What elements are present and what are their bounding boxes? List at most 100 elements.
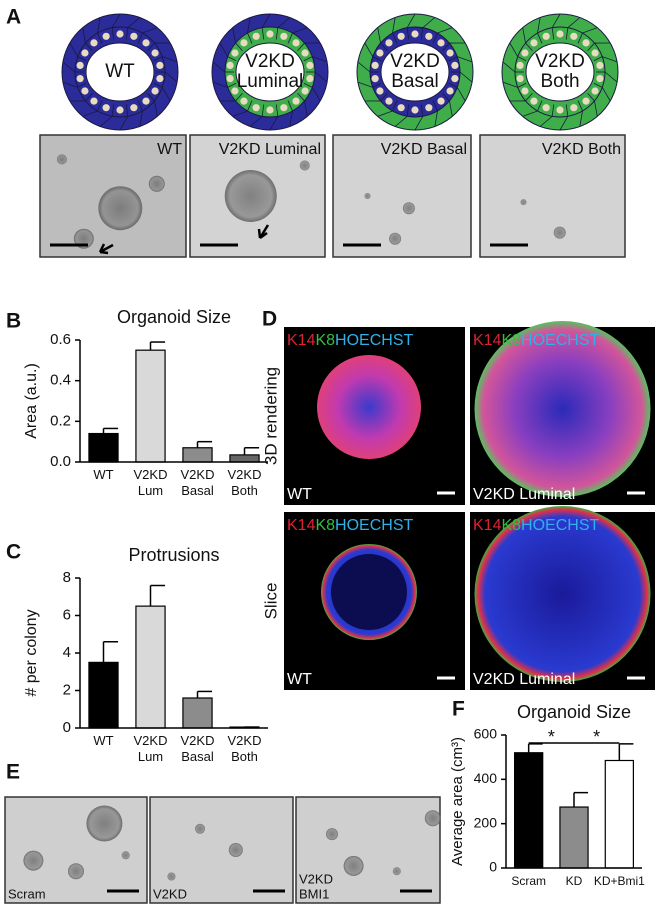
panel-letter: E: [6, 761, 20, 784]
cell-border: [537, 100, 543, 112]
cell-border: [380, 92, 388, 102]
image-label: V2KD: [299, 871, 333, 886]
chart-title: Organoid Size: [117, 307, 231, 327]
cell-border: [579, 110, 583, 127]
stain-label: K14K8HOECHST: [473, 517, 600, 534]
cell-border: [602, 56, 618, 63]
cell-border: [219, 42, 229, 57]
cell-border: [434, 110, 438, 127]
cell-border: [422, 17, 436, 28]
y-axis-label: # per colony: [23, 609, 40, 696]
x-tick-label: Scram: [511, 874, 546, 888]
cell-border: [567, 17, 581, 28]
nucleus: [156, 61, 164, 70]
y-tick-label: 200: [474, 814, 498, 830]
cell-border: [247, 17, 251, 34]
nucleus: [570, 32, 578, 40]
nucleus: [90, 39, 98, 47]
stain-name: HOECHST: [335, 332, 413, 349]
image-label: V2KD Both: [542, 141, 621, 158]
cell-border: [502, 81, 518, 88]
organoid: [474, 506, 651, 682]
organoid: [68, 863, 84, 880]
bar: [135, 349, 166, 463]
nucleus: [556, 30, 564, 38]
diagram-label: V2KD: [390, 51, 440, 72]
nucleus: [81, 87, 89, 95]
cell-border: [380, 42, 388, 52]
bar: [182, 697, 213, 729]
cell-border: [297, 42, 305, 52]
stain-label: K14K8HOECHST: [473, 332, 600, 349]
cell-border: [162, 56, 178, 63]
nucleus: [437, 97, 445, 105]
cell-border: [227, 56, 237, 62]
cell-border: [593, 82, 603, 88]
cell-border: [247, 32, 253, 44]
stain-name: K8: [315, 517, 335, 534]
cell-border: [457, 56, 473, 63]
cell-border: [420, 27, 424, 40]
cell-border: [517, 82, 527, 88]
cell-border: [559, 116, 569, 131]
nucleus: [102, 104, 110, 112]
cell-border: [594, 100, 598, 117]
stain-name: K8: [315, 332, 335, 349]
bar: [559, 806, 589, 869]
significance-mark: *: [548, 727, 555, 747]
cell-border: [312, 56, 328, 63]
y-tick-label: 6: [63, 606, 71, 623]
x-tick-label: WT: [93, 467, 113, 482]
x-tick-label: V2KD Both: [228, 467, 262, 498]
cell-border: [147, 92, 155, 102]
cell-border: [125, 104, 129, 117]
cell-border: [297, 92, 305, 102]
cell-border: [525, 42, 533, 52]
cell-border: [154, 100, 158, 117]
diagram-label: Luminal: [237, 71, 304, 92]
stain-name: K14: [287, 332, 316, 349]
cell-border: [357, 61, 371, 73]
cell-border: [406, 104, 410, 117]
nucleus: [301, 49, 309, 57]
lumen: [85, 42, 155, 102]
nucleus: [130, 32, 138, 40]
y-tick-label: 0: [63, 719, 71, 736]
cell-border: [111, 13, 121, 28]
nucleus: [570, 104, 578, 112]
cell-border: [82, 27, 86, 44]
lumen: [331, 554, 407, 630]
cell-border: [275, 27, 279, 40]
cell-border: [420, 104, 424, 117]
organoid: [228, 843, 243, 857]
nucleus: [582, 97, 590, 105]
cell-border: [235, 42, 243, 52]
cell-border: [275, 104, 279, 117]
organoid: [343, 855, 364, 876]
cell-border: [565, 27, 569, 40]
cell-border: [502, 61, 516, 73]
organoid: [299, 160, 310, 171]
stain-name: K8: [501, 332, 521, 349]
cell-border: [442, 42, 450, 52]
image-label: WT: [157, 141, 182, 158]
nucleus: [521, 49, 529, 57]
nucleus: [411, 30, 419, 38]
cell-border: [394, 116, 408, 127]
cell-border: [392, 32, 398, 44]
image-label: V2KD Luminal: [473, 671, 575, 688]
cell-border: [277, 17, 291, 28]
lumen: [525, 42, 595, 102]
cell-border: [377, 110, 393, 117]
cell-border: [111, 27, 115, 40]
panel-letter: B: [6, 310, 21, 333]
x-tick-label: WT: [93, 733, 113, 748]
cell-border: [525, 92, 533, 102]
cell-border: [212, 81, 228, 88]
cell-border: [604, 71, 618, 83]
cell-border: [111, 104, 115, 117]
organoid: [121, 851, 130, 860]
nucleus: [530, 97, 538, 105]
lumen: [380, 42, 450, 102]
